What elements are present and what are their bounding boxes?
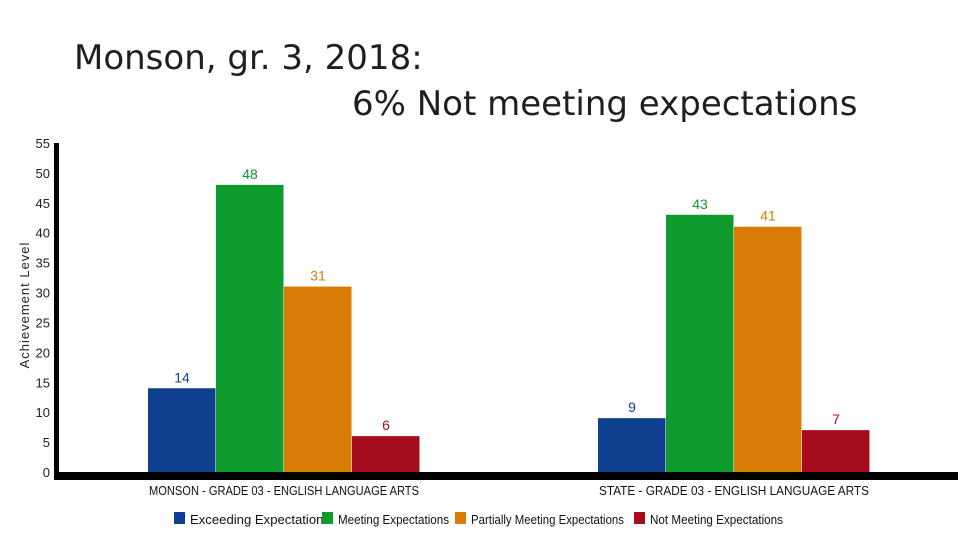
axes — [54, 143, 958, 480]
y-tick-label: 30 — [36, 286, 50, 301]
y-tick-label: 25 — [36, 315, 50, 330]
bar-series: 14 48 31 6 9 43 41 7 — [148, 166, 870, 473]
x-axis-line — [54, 472, 958, 480]
legend-swatch — [174, 512, 185, 524]
chart-title-line-2: 6% Not meeting expectations — [352, 84, 858, 124]
category-labels: MONSON - GRADE 03 - ENGLISH LANGUAGE ART… — [149, 483, 869, 498]
y-axis-line — [54, 143, 59, 480]
legend-label: Not Meeting Expectations — [650, 512, 783, 527]
y-axis-label: Achievement Level — [17, 242, 32, 369]
bar — [352, 436, 420, 472]
y-axis-ticks: 0 5 10 15 20 25 30 35 40 45 50 55 — [36, 136, 50, 480]
legend-swatch — [322, 512, 333, 524]
bar-value-label: 6 — [382, 417, 390, 433]
y-tick-label: 0 — [43, 465, 50, 480]
y-tick-label: 35 — [36, 256, 50, 271]
y-tick-label: 55 — [36, 136, 50, 151]
bar-value-label: 14 — [174, 369, 190, 385]
y-tick-label: 40 — [36, 226, 50, 241]
legend-swatch — [455, 512, 466, 524]
legend-label: Exceeding Expectations — [190, 512, 330, 527]
y-tick-label: 50 — [36, 166, 50, 181]
bar — [598, 418, 666, 472]
legend-swatch — [634, 512, 645, 524]
category-label: STATE - GRADE 03 - ENGLISH LANGUAGE ARTS — [599, 483, 869, 498]
bar-value-label: 31 — [310, 268, 326, 284]
bar-value-label: 48 — [242, 166, 258, 182]
bar — [284, 286, 352, 472]
bar — [802, 430, 870, 472]
y-axis-label-group: Achievement Level — [17, 242, 32, 369]
bar — [148, 388, 216, 472]
chart-title-line-1: Monson, gr. 3, 2018: — [74, 38, 423, 78]
bar-value-label: 41 — [760, 208, 776, 224]
bar — [216, 184, 284, 472]
legend: Exceeding Expectations Meeting Expectatio… — [174, 512, 783, 527]
y-tick-label: 10 — [36, 405, 50, 420]
y-tick-label: 45 — [36, 196, 50, 211]
y-tick-label: 15 — [36, 375, 50, 390]
bar — [666, 214, 734, 473]
category-label: MONSON - GRADE 03 - ENGLISH LANGUAGE ART… — [149, 483, 419, 498]
legend-label: Meeting Expectations — [338, 512, 449, 527]
bar-value-label: 7 — [832, 411, 840, 427]
bar — [734, 226, 802, 472]
legend-label: Partially Meeting Expectations — [471, 512, 624, 527]
y-tick-label: 20 — [36, 345, 50, 360]
bar-value-label: 9 — [628, 399, 636, 415]
y-tick-label: 5 — [43, 435, 50, 450]
bar-value-label: 43 — [692, 196, 708, 212]
